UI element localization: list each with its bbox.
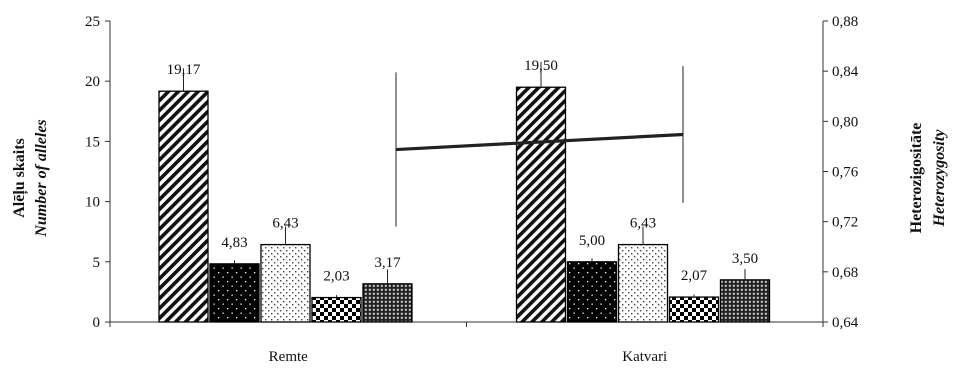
y-right-tick-label: 0,68 [832,265,858,281]
data-labels: 19,17 19,50 4,83 5,00 6,43 6,43 2,03 2,07 3,17 3,… [167,58,759,284]
data-label: 5,00 [579,233,605,249]
bar [158,90,209,323]
y-right-tick-label: 0,64 [832,315,859,331]
bars [158,86,771,323]
y-left-tick-label: 25 [85,14,100,30]
error-bars [183,61,746,298]
y-left-tick-label: 5 [93,255,101,271]
data-label: 2,07 [681,268,708,284]
data-label: 2,03 [323,269,349,285]
y-left-title-line1: Alēļu skaits [11,138,29,218]
data-label: 6,43 [630,216,656,232]
y-left-tick-label: 15 [85,134,100,150]
y-left-title-line2: Number of alleles [33,119,50,237]
y-left-tick-label: 0 [93,315,101,331]
bar [362,283,413,323]
y-left-tick-label: 20 [85,74,100,90]
data-label: 19,50 [524,58,558,74]
x-tick-label: Katvari [622,349,667,365]
data-label: 3,17 [374,255,401,271]
data-label: 6,43 [272,216,298,232]
bar [617,243,669,323]
y-right-tick-label: 0,84 [832,64,859,80]
x-tick-label: Remte [269,349,308,365]
bar [566,261,618,323]
data-label: 19,17 [167,62,201,78]
data-label: 4,83 [221,235,247,251]
y-right-tick-label: 0,88 [832,14,858,30]
y-right-tick-label: 0,72 [832,215,858,231]
bar [515,86,567,323]
bar [668,296,720,323]
axis-titles: Alēļu skaits Number of alleles Heterozig… [11,119,948,237]
y-right-title-line1: Heterozigositāte [908,123,925,234]
y-left-tick-label: 10 [85,195,100,211]
heterozygosity-line [395,66,684,227]
bar [209,263,260,323]
bar [260,243,311,323]
y-right-tick-label: 0,80 [832,114,858,130]
data-label: 3,50 [732,251,758,267]
bar [719,279,771,323]
heterozygosity-line-segment [395,132,684,152]
bar [311,296,362,323]
y-right-tick-label: 0,76 [832,165,859,181]
y-right-title-line2: Heterozygosity [931,129,948,228]
